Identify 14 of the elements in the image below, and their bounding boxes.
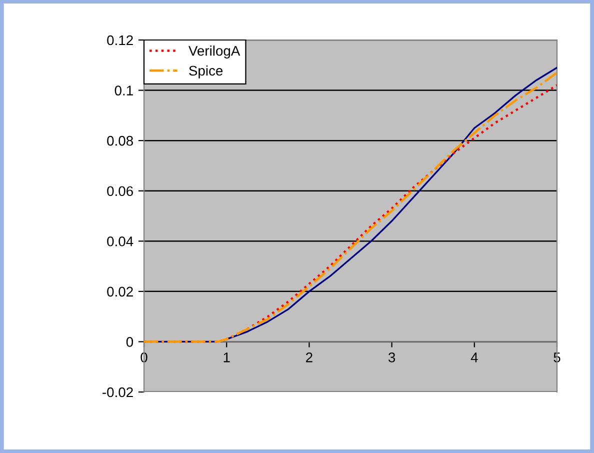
legend-label: VerilogA [188,46,240,59]
y-tick-label: 0.06 [107,186,133,196]
y-tick-label: 0.12 [107,35,133,46]
legend-label: Spice [189,65,223,78]
x-tick-label: 4 [470,352,478,362]
y-tick-label: 0.04 [107,236,134,246]
x-tick-label: 1 [224,352,230,362]
x-tick-label: 3 [388,352,396,362]
y-tick-label: 0 [126,337,134,347]
y-tick-label: -0.02 [102,387,133,398]
y-tick-label: 0.1 [114,86,133,96]
y-tick-label: 0.02 [107,286,133,297]
x-tick-label: 2 [306,352,312,362]
y-tick-label: 0.08 [107,136,133,146]
